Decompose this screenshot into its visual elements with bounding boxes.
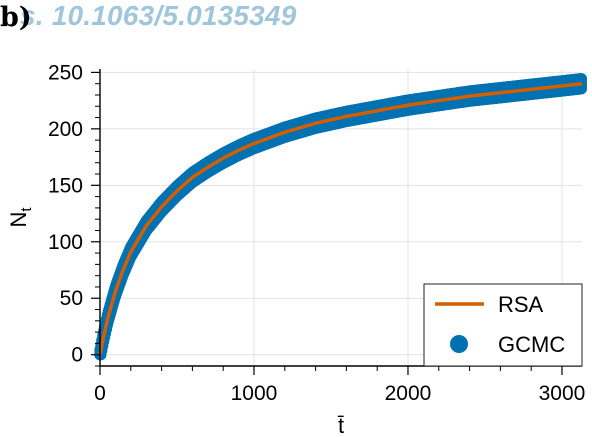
x-tick-label-1: 1000 <box>231 382 278 405</box>
y-tick-label-3: 150 <box>48 174 83 197</box>
y-axis-label: Nt <box>6 207 35 228</box>
x-axis-label: t̄ <box>338 413 344 437</box>
legend: RSA GCMC <box>423 283 583 367</box>
y-tick-label-4: 200 <box>48 118 83 141</box>
doi-watermark: s. 10.1063/5.0135349 <box>20 0 297 31</box>
legend-gcmc-label: GCMC <box>498 332 565 357</box>
panel-label: b) <box>0 2 32 33</box>
x-tick-label-2: 2000 <box>385 382 432 405</box>
legend-frame <box>423 283 583 367</box>
rsa-series-line <box>98 81 583 356</box>
y-tick-labels: 0 50 100 150 200 250 <box>48 61 100 367</box>
y-tick-label-2: 100 <box>48 231 83 254</box>
x-tick-label-0: 0 <box>94 382 106 405</box>
x-tick-label-3: 3000 <box>539 382 586 405</box>
gcmc-point-2609 <box>575 73 587 85</box>
x-tick-labels: 0 1000 2000 3000 <box>94 366 585 405</box>
y-tick-label-5: 250 <box>48 61 83 84</box>
legend-rsa-label: RSA <box>498 292 544 317</box>
y-tick-label-0: 0 <box>71 344 83 367</box>
legend-gcmc-swatch <box>450 335 468 353</box>
y-tick-label-1: 50 <box>60 287 83 310</box>
